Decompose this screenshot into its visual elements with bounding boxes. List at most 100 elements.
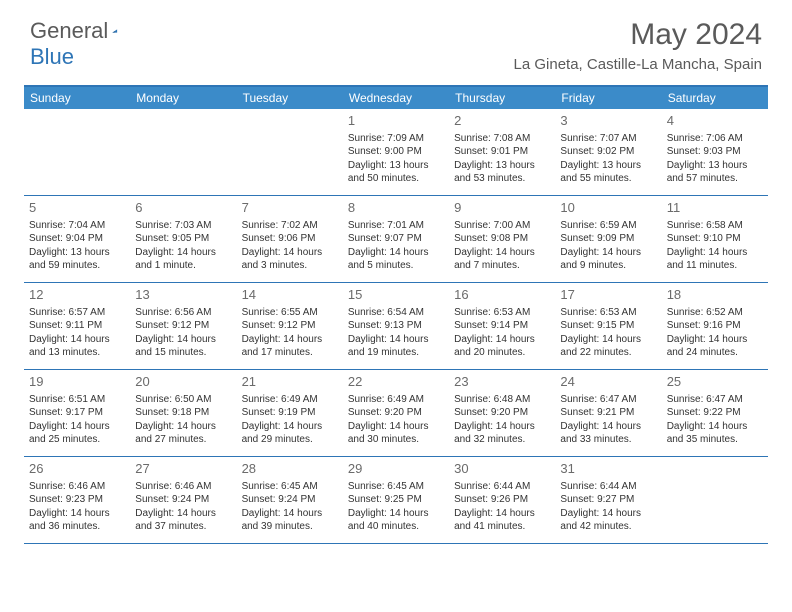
day-number: 21 [242, 373, 338, 391]
daylight-line: Daylight: 14 hours and 3 minutes. [242, 246, 338, 273]
daylight-line: Daylight: 14 hours and 39 minutes. [242, 507, 338, 534]
sunrise-line: Sunrise: 6:57 AM [29, 306, 125, 320]
day-cell: 31Sunrise: 6:44 AMSunset: 9:27 PMDayligh… [555, 457, 661, 543]
day-number: 26 [29, 460, 125, 478]
sunrise-line: Sunrise: 7:06 AM [667, 132, 763, 146]
day-cell: 1Sunrise: 7:09 AMSunset: 9:00 PMDaylight… [343, 109, 449, 195]
day-cell: 16Sunrise: 6:53 AMSunset: 9:14 PMDayligh… [449, 283, 555, 369]
sunset-line: Sunset: 9:10 PM [667, 232, 763, 246]
sunset-line: Sunset: 9:14 PM [454, 319, 550, 333]
daylight-line: Daylight: 14 hours and 5 minutes. [348, 246, 444, 273]
day-cell: 7Sunrise: 7:02 AMSunset: 9:06 PMDaylight… [237, 196, 343, 282]
sunset-line: Sunset: 9:00 PM [348, 145, 444, 159]
daylight-line: Daylight: 14 hours and 17 minutes. [242, 333, 338, 360]
daylight-line: Daylight: 14 hours and 30 minutes. [348, 420, 444, 447]
day-number: 31 [560, 460, 656, 478]
sunrise-line: Sunrise: 7:01 AM [348, 219, 444, 233]
daylight-line: Daylight: 13 hours and 57 minutes. [667, 159, 763, 186]
weekday-header: Saturday [662, 87, 768, 109]
logo: General [30, 18, 144, 44]
sunset-line: Sunset: 9:06 PM [242, 232, 338, 246]
day-number: 30 [454, 460, 550, 478]
sunrise-line: Sunrise: 7:07 AM [560, 132, 656, 146]
day-cell-empty [237, 109, 343, 195]
sunrise-line: Sunrise: 7:02 AM [242, 219, 338, 233]
day-cell: 6Sunrise: 7:03 AMSunset: 9:05 PMDaylight… [130, 196, 236, 282]
day-cell: 25Sunrise: 6:47 AMSunset: 9:22 PMDayligh… [662, 370, 768, 456]
sunrise-line: Sunrise: 6:53 AM [454, 306, 550, 320]
sunset-line: Sunset: 9:20 PM [348, 406, 444, 420]
day-number: 28 [242, 460, 338, 478]
calendar-body: 1Sunrise: 7:09 AMSunset: 9:00 PMDaylight… [24, 109, 768, 544]
week-row: 19Sunrise: 6:51 AMSunset: 9:17 PMDayligh… [24, 370, 768, 457]
sunset-line: Sunset: 9:17 PM [29, 406, 125, 420]
weekday-header: Friday [555, 87, 661, 109]
day-number: 23 [454, 373, 550, 391]
day-cell: 19Sunrise: 6:51 AMSunset: 9:17 PMDayligh… [24, 370, 130, 456]
day-cell: 30Sunrise: 6:44 AMSunset: 9:26 PMDayligh… [449, 457, 555, 543]
day-cell: 13Sunrise: 6:56 AMSunset: 9:12 PMDayligh… [130, 283, 236, 369]
daylight-line: Daylight: 14 hours and 40 minutes. [348, 507, 444, 534]
daylight-line: Daylight: 13 hours and 50 minutes. [348, 159, 444, 186]
day-number: 2 [454, 112, 550, 130]
weekday-header: Wednesday [343, 87, 449, 109]
day-cell: 22Sunrise: 6:49 AMSunset: 9:20 PMDayligh… [343, 370, 449, 456]
day-number: 13 [135, 286, 231, 304]
sunrise-line: Sunrise: 6:59 AM [560, 219, 656, 233]
day-number: 15 [348, 286, 444, 304]
sunset-line: Sunset: 9:24 PM [242, 493, 338, 507]
sunrise-line: Sunrise: 6:46 AM [29, 480, 125, 494]
day-cell: 3Sunrise: 7:07 AMSunset: 9:02 PMDaylight… [555, 109, 661, 195]
sunset-line: Sunset: 9:12 PM [242, 319, 338, 333]
day-number: 29 [348, 460, 444, 478]
day-cell: 18Sunrise: 6:52 AMSunset: 9:16 PMDayligh… [662, 283, 768, 369]
sunrise-line: Sunrise: 7:09 AM [348, 132, 444, 146]
daylight-line: Daylight: 14 hours and 41 minutes. [454, 507, 550, 534]
day-cell: 23Sunrise: 6:48 AMSunset: 9:20 PMDayligh… [449, 370, 555, 456]
sunset-line: Sunset: 9:24 PM [135, 493, 231, 507]
weekday-header: Thursday [449, 87, 555, 109]
day-cell: 28 Sunrise: 6:45 AMSunset: 9:24 PMDayligh… [237, 457, 343, 543]
daylight-line: Daylight: 14 hours and 25 minutes. [29, 420, 125, 447]
sunset-line: Sunset: 9:09 PM [560, 232, 656, 246]
sunrise-line: Sunrise: 6:56 AM [135, 306, 231, 320]
day-number: 6 [135, 199, 231, 217]
sunrise-line: Sunrise: 6:53 AM [560, 306, 656, 320]
month-title: May 2024 [514, 18, 762, 52]
day-number: 12 [29, 286, 125, 304]
sunrise-line: Sunrise: 6:45 AM [348, 480, 444, 494]
weekday-header-row: SundayMondayTuesdayWednesdayThursdayFrid… [24, 87, 768, 109]
daylight-line: Daylight: 14 hours and 19 minutes. [348, 333, 444, 360]
sunset-line: Sunset: 9:07 PM [348, 232, 444, 246]
sunrise-line: Sunrise: 6:47 AM [560, 393, 656, 407]
sunrise-line: Sunrise: 6:49 AM [242, 393, 338, 407]
sunset-line: Sunset: 9:05 PM [135, 232, 231, 246]
day-cell: 5Sunrise: 7:04 AMSunset: 9:04 PMDaylight… [24, 196, 130, 282]
daylight-line: Daylight: 13 hours and 53 minutes. [454, 159, 550, 186]
sunrise-line: Sunrise: 7:03 AM [135, 219, 231, 233]
daylight-line: Daylight: 14 hours and 35 minutes. [667, 420, 763, 447]
logo-text-1: General [30, 18, 108, 44]
day-cell-empty [130, 109, 236, 195]
daylight-line: Daylight: 14 hours and 13 minutes. [29, 333, 125, 360]
day-number: 8 [348, 199, 444, 217]
sunrise-line: Sunrise: 6:45 AM [242, 480, 338, 494]
title-block: May 2024 La Gineta, Castille-La Mancha, … [514, 18, 762, 73]
sunrise-line: Sunrise: 6:44 AM [454, 480, 550, 494]
sunrise-line: Sunrise: 6:58 AM [667, 219, 763, 233]
sunset-line: Sunset: 9:04 PM [29, 232, 125, 246]
sunrise-line: Sunrise: 6:47 AM [667, 393, 763, 407]
logo-triangle-icon [112, 21, 118, 41]
sunrise-line: Sunrise: 6:49 AM [348, 393, 444, 407]
day-cell: 20Sunrise: 6:50 AMSunset: 9:18 PMDayligh… [130, 370, 236, 456]
sunset-line: Sunset: 9:12 PM [135, 319, 231, 333]
day-number: 20 [135, 373, 231, 391]
daylight-line: Daylight: 13 hours and 55 minutes. [560, 159, 656, 186]
sunset-line: Sunset: 9:08 PM [454, 232, 550, 246]
day-number: 19 [29, 373, 125, 391]
sunset-line: Sunset: 9:27 PM [560, 493, 656, 507]
day-cell: 26Sunrise: 6:46 AMSunset: 9:23 PMDayligh… [24, 457, 130, 543]
sunset-line: Sunset: 9:21 PM [560, 406, 656, 420]
sunrise-line: Sunrise: 6:46 AM [135, 480, 231, 494]
sunrise-line: Sunrise: 7:04 AM [29, 219, 125, 233]
